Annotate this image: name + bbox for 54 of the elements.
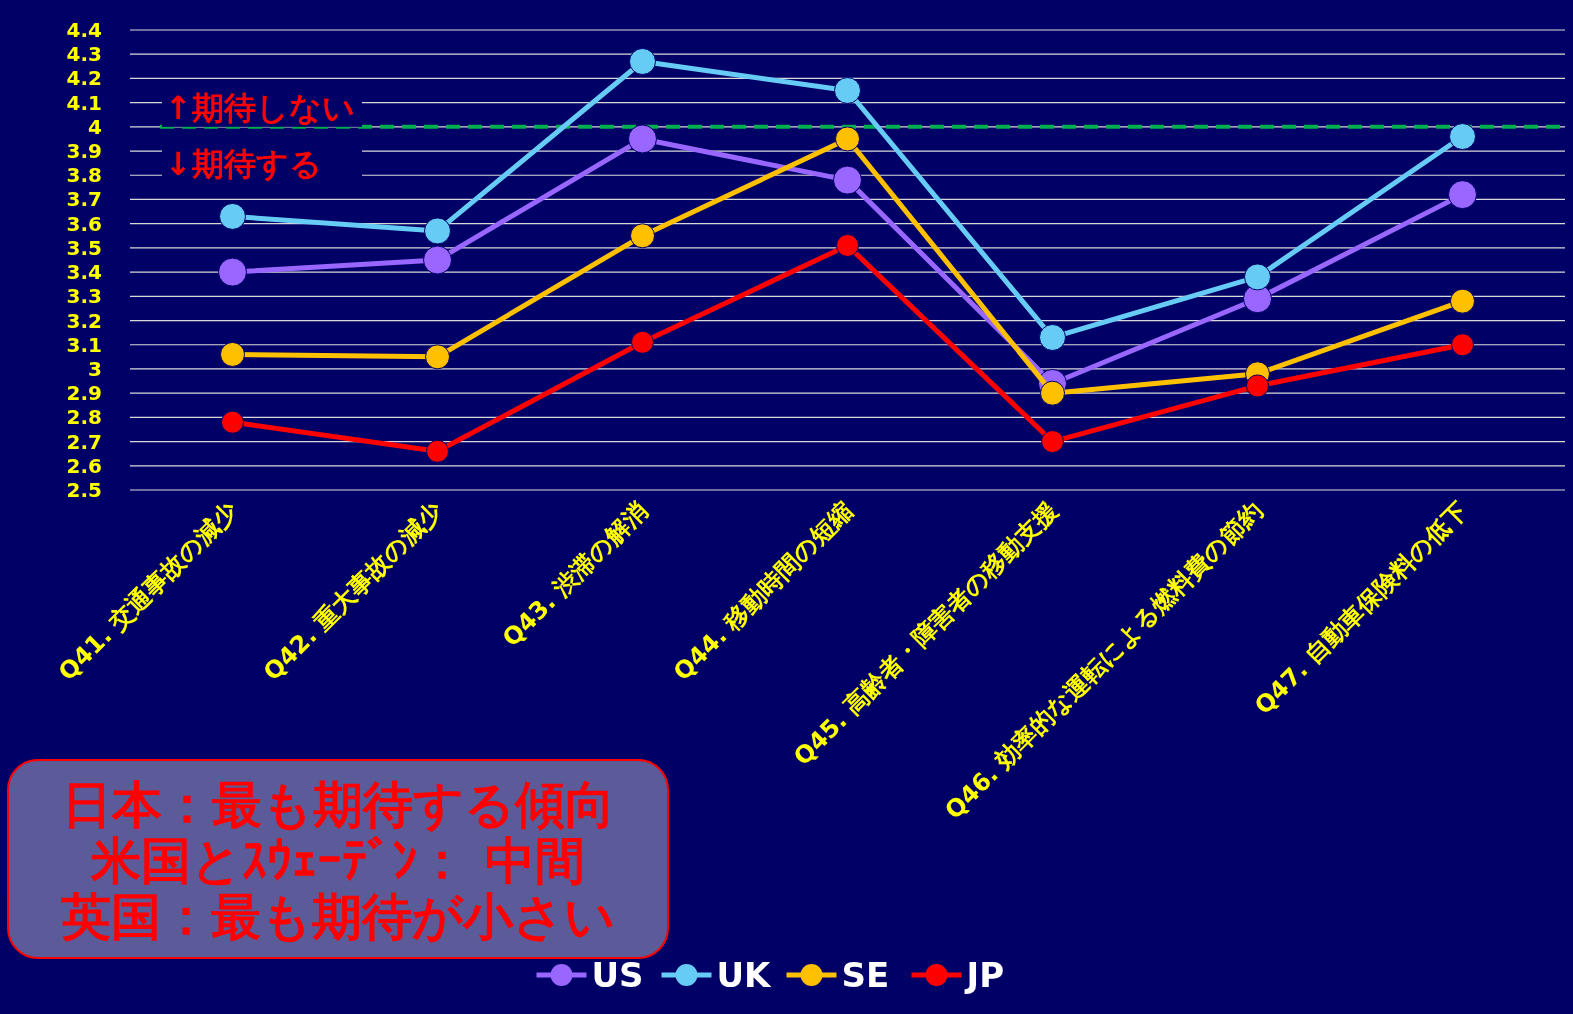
- point: [833, 165, 862, 195]
- point: [630, 223, 655, 249]
- y-tick-label: 4: [88, 114, 102, 139]
- y-tick-label: 3.8: [66, 163, 102, 188]
- point: [1451, 333, 1474, 357]
- point: [628, 124, 657, 154]
- point: [220, 341, 245, 367]
- legend-label: SE: [841, 955, 890, 995]
- legend-label: UK: [716, 955, 773, 995]
- y-tick-label: 2.5: [66, 478, 102, 502]
- y-tick-label: 3.6: [66, 211, 102, 236]
- y-tick-label: 2.9: [66, 381, 102, 406]
- point: [218, 257, 247, 287]
- point: [426, 439, 449, 463]
- point: [1039, 323, 1066, 351]
- point: [834, 77, 861, 105]
- y-tick-label: 4.2: [66, 66, 102, 91]
- point: [1246, 374, 1269, 398]
- y-tick-label: 3.3: [66, 284, 102, 309]
- text: 米国とｽｳｪｰﾃﾞﾝ： 中間: [90, 832, 585, 890]
- text: 日本：最も期待する傾向: [61, 776, 615, 834]
- y-tick-label: 4.4: [66, 18, 102, 42]
- point: [1041, 430, 1064, 454]
- y-tick-label: 3.4: [66, 260, 102, 285]
- point: [835, 126, 860, 152]
- y-tick-label: 3.1: [66, 332, 102, 357]
- point: [1450, 288, 1475, 314]
- y-tick-label: 3.5: [66, 235, 102, 260]
- point: [423, 245, 452, 275]
- y-tick-label: 3.9: [66, 139, 102, 164]
- y-tick-label: 4.1: [66, 90, 102, 115]
- legend-label: JP: [964, 955, 1005, 995]
- y-tick-label: 2.8: [66, 405, 102, 430]
- annotation: ↑期待しない: [165, 88, 355, 127]
- point: [629, 47, 656, 75]
- point: [1040, 380, 1065, 406]
- point: [1244, 263, 1271, 291]
- point: [219, 202, 246, 230]
- y-tick-label: 2.7: [66, 429, 102, 454]
- point: [424, 217, 451, 245]
- point: [836, 233, 859, 257]
- y-tick-label: 2.6: [66, 453, 102, 478]
- point: [1448, 180, 1477, 210]
- y-tick-label: 3.7: [66, 187, 102, 212]
- legend-label: US: [591, 955, 644, 995]
- point: [425, 344, 450, 370]
- y-tick-label: 4.3: [66, 42, 102, 67]
- annotation: ↓期待する: [165, 144, 322, 183]
- point: [631, 330, 654, 354]
- y-tick-label: 3.2: [66, 308, 102, 333]
- point: [1449, 123, 1476, 151]
- text: 英国：最も期待が小さい: [60, 888, 615, 946]
- y-tick-label: 3: [88, 356, 102, 381]
- point: [221, 410, 244, 434]
